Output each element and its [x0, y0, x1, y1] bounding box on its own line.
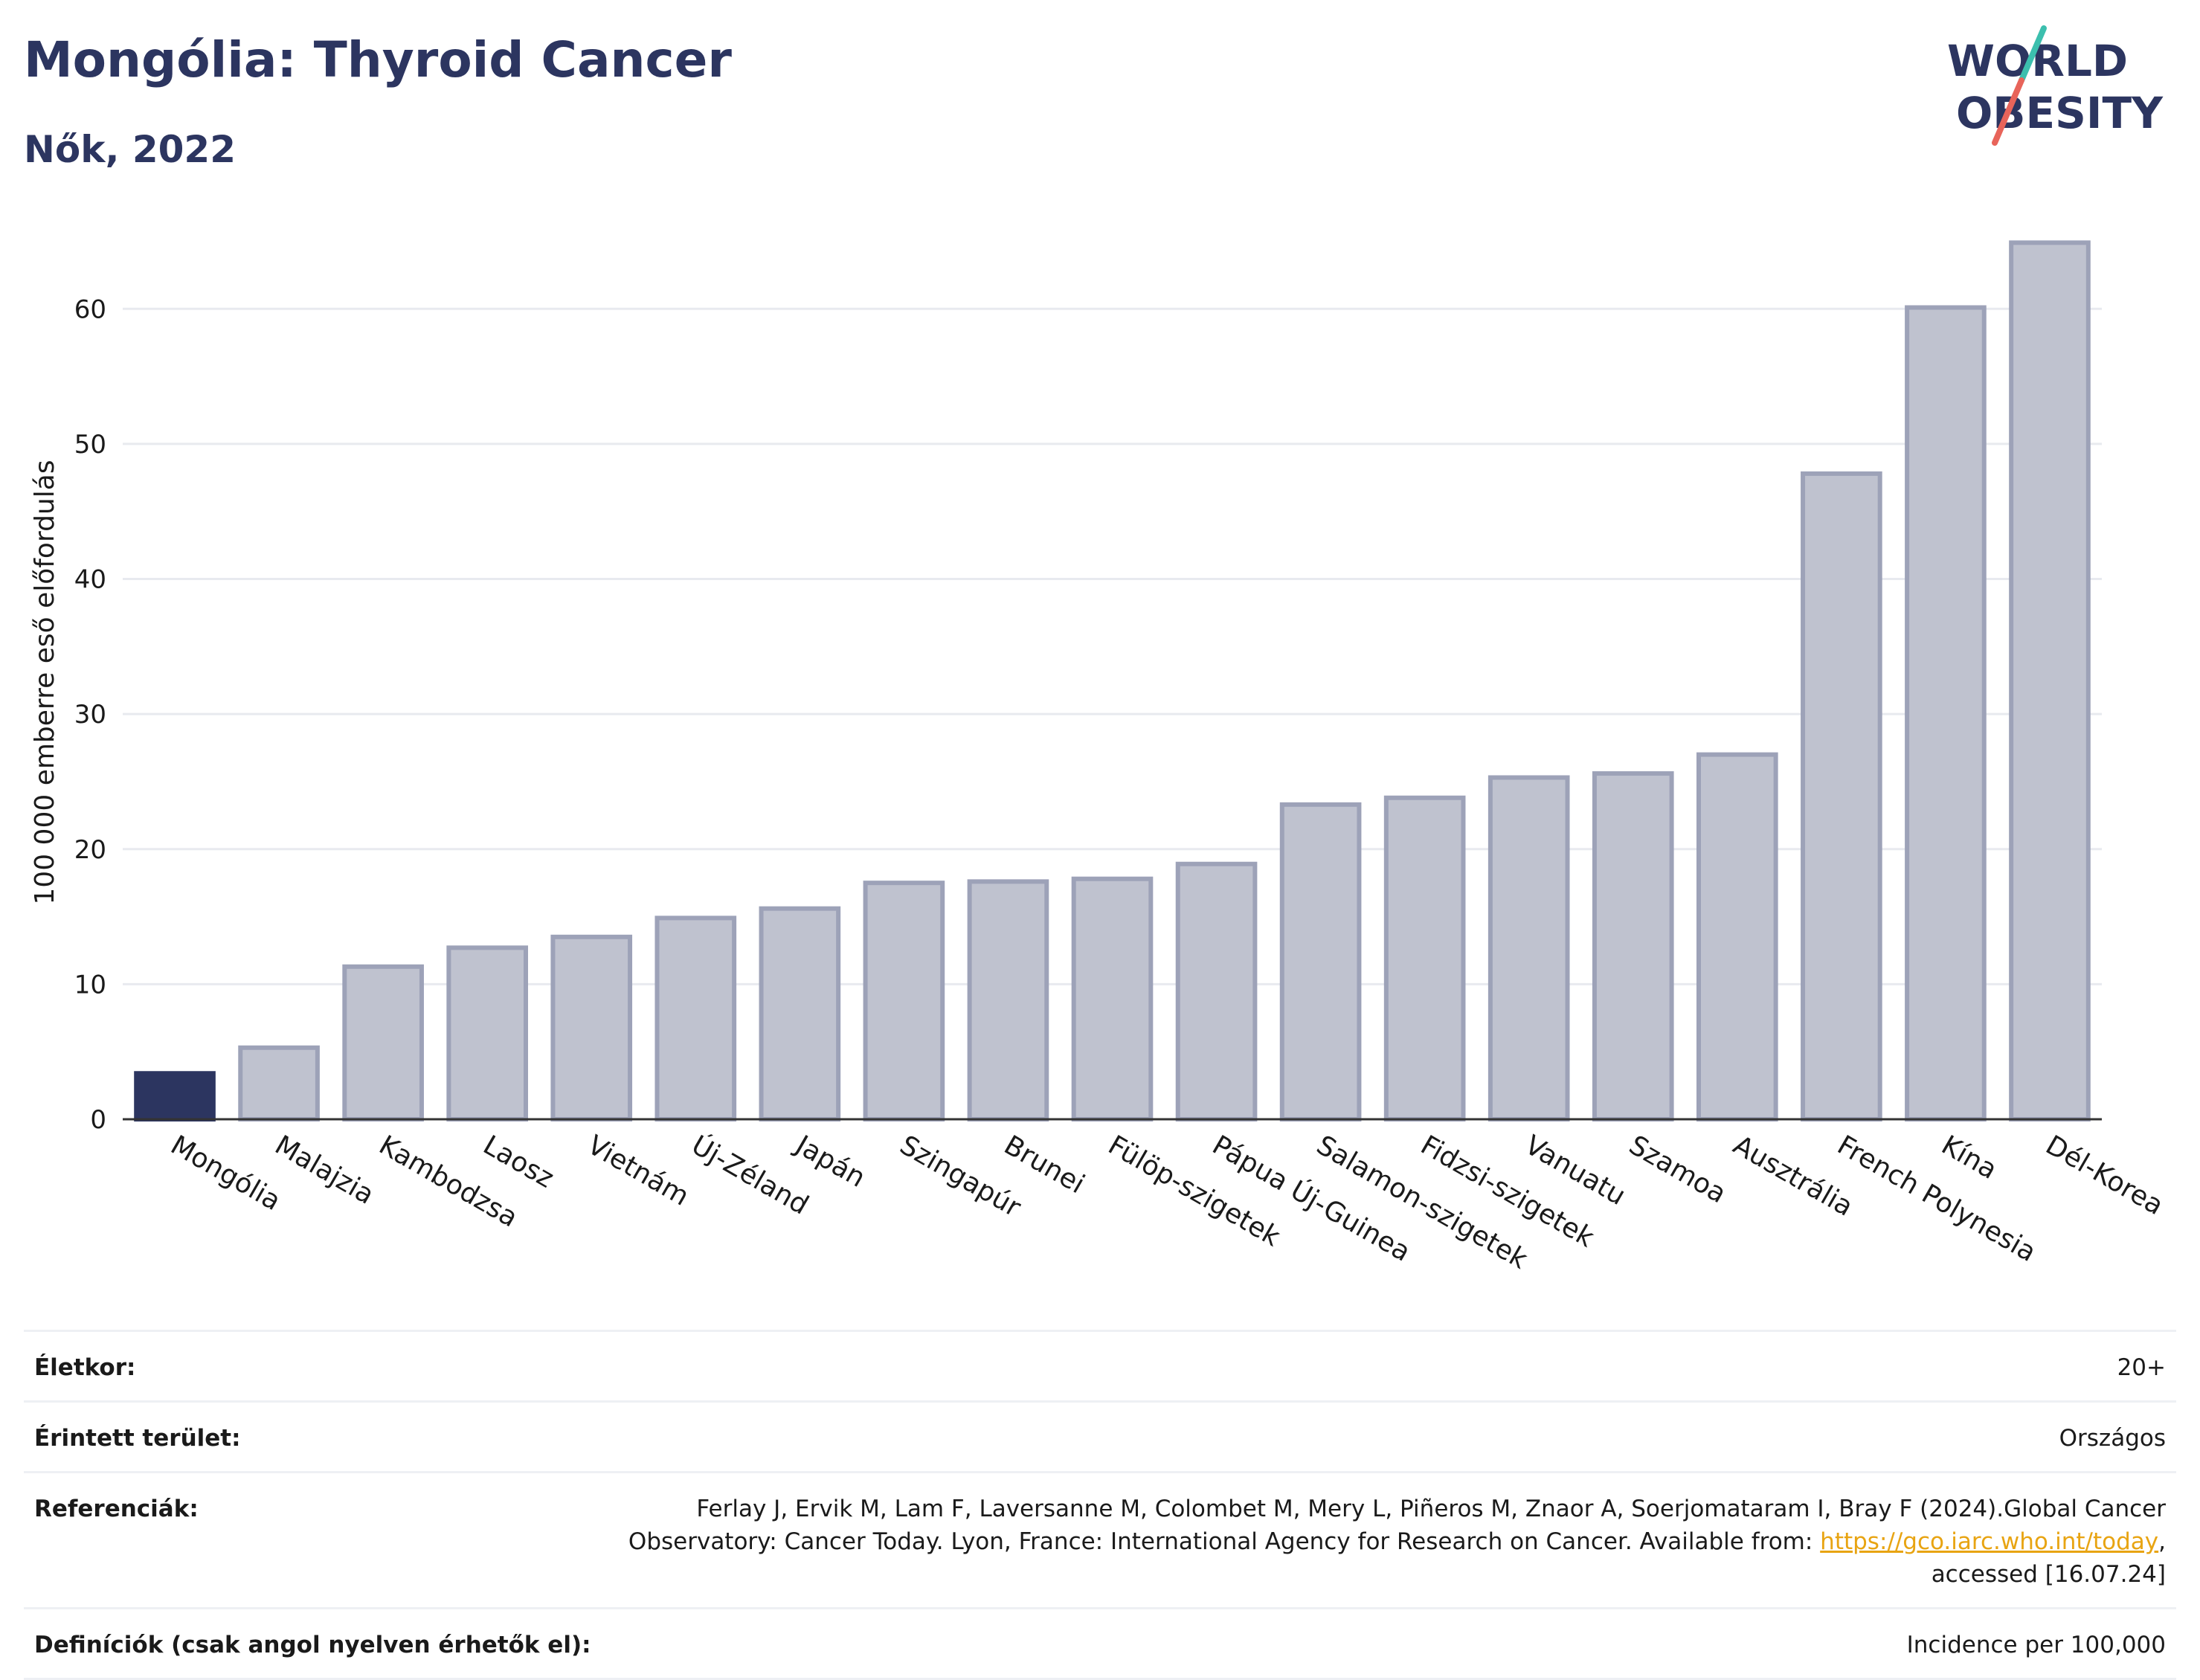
definitions-value: Incidence per 100,000 — [1906, 1632, 2166, 1658]
x-tick-label: Dél-Korea — [2040, 1130, 2168, 1221]
x-tick-label: Kína — [1936, 1130, 2001, 1185]
definitions-label: Definíciók (csak angol nyelven érhetők e… — [34, 1632, 591, 1658]
bar-french-polynesia[interactable] — [1801, 471, 1882, 1121]
bar-ausztrália[interactable] — [1696, 752, 1778, 1121]
bar-új-zéland[interactable] — [654, 915, 737, 1121]
x-tick-label: Japán — [789, 1129, 870, 1194]
y-tick-label: 20 — [74, 835, 106, 865]
bar-kína[interactable] — [1905, 305, 1987, 1122]
x-tick-label: Szamoa — [1624, 1130, 1731, 1209]
bar-fidzsi-szigetek[interactable] — [1383, 795, 1466, 1121]
bars — [134, 240, 2091, 1122]
bar-malajzia[interactable] — [238, 1045, 320, 1122]
bar-fülöp-szigetek[interactable] — [1071, 876, 1154, 1121]
info-row-definitions: Definíciók (csak angol nyelven érhetők e… — [24, 1607, 2176, 1680]
logo-slash-top — [2019, 25, 2047, 83]
references-value: Ferlay J, Ervik M, Lam F, Laversanne M, … — [604, 1493, 2166, 1591]
bar-kambodzsa[interactable] — [342, 964, 424, 1122]
area-label: Érintett terület: — [34, 1425, 241, 1452]
x-tick-label: Mongólia — [166, 1130, 286, 1217]
bar-vietnám[interactable] — [550, 934, 633, 1121]
bar-salamon-szigetek[interactable] — [1279, 802, 1362, 1121]
x-tick-label: Laosz — [478, 1130, 559, 1194]
references-accessed: , accessed [16.07.24] — [1931, 1528, 2166, 1588]
references-text: Ferlay J, Ervik M, Lam F, Laversanne M, … — [628, 1496, 2166, 1555]
bar-laosz[interactable] — [446, 945, 529, 1121]
bar-mongólia[interactable] — [134, 1071, 216, 1121]
references-link[interactable]: https://gco.iarc.who.int/today — [1820, 1528, 2159, 1555]
bar-brunei[interactable] — [967, 879, 1049, 1122]
bar-chart: 0102030405060MongóliaMalajziaKambodzsaLa… — [30, 240, 2168, 1275]
x-tick-label: Új-Zéland — [686, 1129, 814, 1220]
bar-szingapúr[interactable] — [863, 881, 945, 1121]
logo-slash-bottom — [1992, 77, 2024, 146]
area-value: Országos — [2059, 1425, 2166, 1452]
y-axis-label: 100 000 emberre eső előfordulás — [30, 460, 60, 904]
bar-pápua-új-guinea[interactable] — [1175, 861, 1258, 1122]
bar-dél-korea[interactable] — [2009, 240, 2091, 1121]
bar-vanuatu[interactable] — [1487, 775, 1570, 1121]
info-table: Életkor: 20+ Érintett terület: Országos … — [24, 1330, 2176, 1680]
x-tick-label: Fülöp-szigetek — [1103, 1130, 1285, 1252]
info-row-references: Referenciák: Ferlay J, Ervik M, Lam F, L… — [24, 1471, 2176, 1607]
y-tick-label: 0 — [90, 1105, 106, 1135]
world-obesity-logo: WORLD OBESITY — [1947, 25, 2164, 146]
logo-line-obesity: OBESITY — [1956, 88, 2164, 138]
page-title: Mongólia: Thyroid Cancer — [24, 31, 732, 88]
bar-japán[interactable] — [759, 906, 841, 1121]
x-tick-label: Malajzia — [270, 1130, 379, 1211]
references-label: Referenciák: — [34, 1496, 199, 1522]
age-label: Életkor: — [34, 1354, 136, 1381]
y-tick-label: 60 — [74, 295, 106, 324]
x-tick-label: French Polynesia — [1832, 1130, 2041, 1268]
y-tick-label: 30 — [74, 700, 106, 730]
info-row-age: Életkor: 20+ — [24, 1330, 2176, 1400]
x-tick-label: Vietnám — [582, 1130, 694, 1212]
x-tick-label: Ausztrália — [1728, 1130, 1858, 1223]
page-subtitle: Nők, 2022 — [24, 128, 237, 171]
age-value: 20+ — [2117, 1354, 2166, 1381]
info-row-area: Érintett terület: Országos — [24, 1400, 2176, 1471]
y-tick-label: 40 — [74, 565, 106, 595]
bar-szamoa[interactable] — [1592, 771, 1674, 1121]
y-tick-label: 10 — [74, 970, 106, 1000]
y-tick-label: 50 — [74, 430, 106, 460]
